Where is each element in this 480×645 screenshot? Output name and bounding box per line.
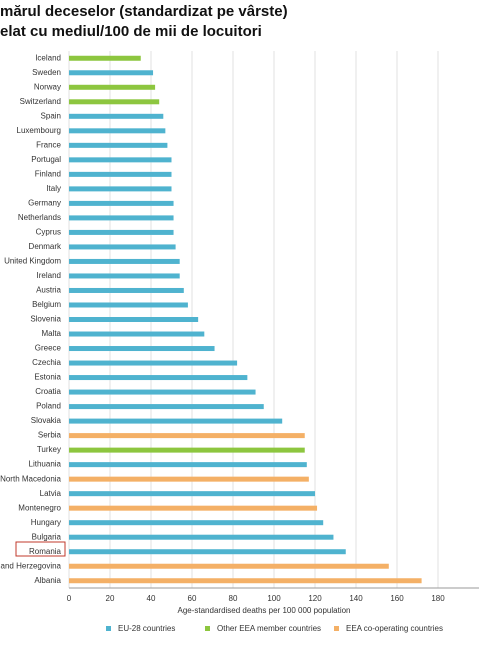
bar <box>69 229 174 235</box>
bar <box>69 99 160 105</box>
y-tick-label: France <box>36 140 61 149</box>
bar <box>69 128 166 134</box>
y-tick-label: Cyprus <box>36 228 61 237</box>
y-tick-label: Finland <box>35 169 61 178</box>
bar <box>69 70 154 76</box>
y-tick-label: Montenegro <box>18 503 61 512</box>
bar <box>69 433 305 439</box>
y-tick-label: Austria <box>36 286 61 295</box>
y-tick-label: United Kingdom <box>4 257 61 266</box>
y-tick-label: Serbia <box>38 431 62 440</box>
y-tick-label: Iceland <box>35 53 61 62</box>
highlight-box <box>15 541 66 557</box>
bar <box>69 142 168 148</box>
bar <box>69 200 174 206</box>
bar <box>69 171 172 177</box>
x-tick-label: 180 <box>431 594 445 603</box>
y-tick-label: Albania <box>34 576 61 585</box>
x-tick-label: 100 <box>267 594 281 603</box>
y-tick-label: Portugal <box>31 155 61 164</box>
y-tick-label: Switzerland <box>20 97 61 106</box>
bar <box>69 375 248 381</box>
y-tick-label: Slovakia <box>31 416 62 425</box>
x-tick-label: 120 <box>308 594 322 603</box>
bar <box>69 157 172 163</box>
y-tick-label: Czechia <box>32 358 61 367</box>
y-tick-label: Latvia <box>40 489 62 498</box>
bar <box>69 273 180 279</box>
chart-title: elat cu mediul/100 de mii de locuitori <box>0 23 262 40</box>
bar <box>69 258 180 264</box>
y-tick-label: Lithuania <box>29 460 62 469</box>
y-tick-label: Poland <box>36 402 61 411</box>
legend-label: EU-28 countries <box>118 624 175 633</box>
y-tick-label: Bulgaria <box>32 532 62 541</box>
y-tick-label: Turkey <box>37 445 61 454</box>
y-tick-label: Slovenia <box>30 315 61 324</box>
bar <box>69 476 309 482</box>
y-tick-label: Greece <box>35 344 62 353</box>
y-tick-label: Ireland <box>37 271 61 280</box>
bar <box>69 346 215 352</box>
bar <box>69 113 164 119</box>
x-axis-label: Age-standardised deaths per 100 000 popu… <box>177 606 350 615</box>
y-tick-label: Croatia <box>35 387 61 396</box>
legend-label: Other EEA member countries <box>217 624 321 633</box>
y-tick-label: Belgium <box>32 300 61 309</box>
y-tick-label: Luxembourg <box>17 126 61 135</box>
bar <box>69 491 315 497</box>
y-tick-label: Estonia <box>34 373 61 382</box>
bar <box>69 331 205 337</box>
y-tick-label: Malta <box>41 329 61 338</box>
bar <box>69 84 156 90</box>
y-tick-label: Sweden <box>32 68 61 77</box>
bar <box>69 302 188 308</box>
y-tick-label: North Macedonia <box>0 474 61 483</box>
legend-swatch <box>334 626 339 631</box>
bar <box>69 534 334 540</box>
x-tick-label: 60 <box>188 594 197 603</box>
bar <box>69 317 199 322</box>
legend-label: EEA co-operating countries <box>346 624 443 633</box>
bar <box>69 447 305 453</box>
x-tick-label: 20 <box>106 594 115 603</box>
y-tick-label: and Herzegovina <box>1 561 62 570</box>
y-tick-label: Norway <box>34 82 61 91</box>
bar <box>69 215 174 221</box>
x-tick-label: 140 <box>349 594 363 603</box>
y-tick-label: Germany <box>28 199 61 208</box>
bar <box>69 186 172 192</box>
bar <box>69 244 176 250</box>
y-tick-label: Netherlands <box>18 213 61 222</box>
bar <box>69 505 318 511</box>
bar <box>69 462 307 468</box>
bar <box>69 287 184 293</box>
x-tick-label: 40 <box>147 594 156 603</box>
x-tick-label: 0 <box>67 594 72 603</box>
y-tick-label: Italy <box>46 184 61 193</box>
y-tick-label: Romania <box>29 547 62 556</box>
bar <box>69 404 264 410</box>
legend-swatch <box>205 626 210 631</box>
bar <box>69 418 283 424</box>
bar <box>69 55 141 61</box>
bar <box>69 563 389 569</box>
y-tick-label: Denmark <box>29 242 62 251</box>
bar <box>69 578 422 584</box>
y-tick-label: Spain <box>41 111 61 120</box>
x-tick-label: 80 <box>229 594 238 603</box>
bar <box>69 360 238 366</box>
chart-title: mărul deceselor (standardizat pe vârste) <box>0 3 288 20</box>
legend-swatch <box>106 626 111 631</box>
bar <box>69 549 346 555</box>
x-tick-label: 160 <box>390 594 404 603</box>
y-tick-label: Hungary <box>31 518 61 527</box>
bar <box>69 389 256 395</box>
bar <box>69 520 324 526</box>
